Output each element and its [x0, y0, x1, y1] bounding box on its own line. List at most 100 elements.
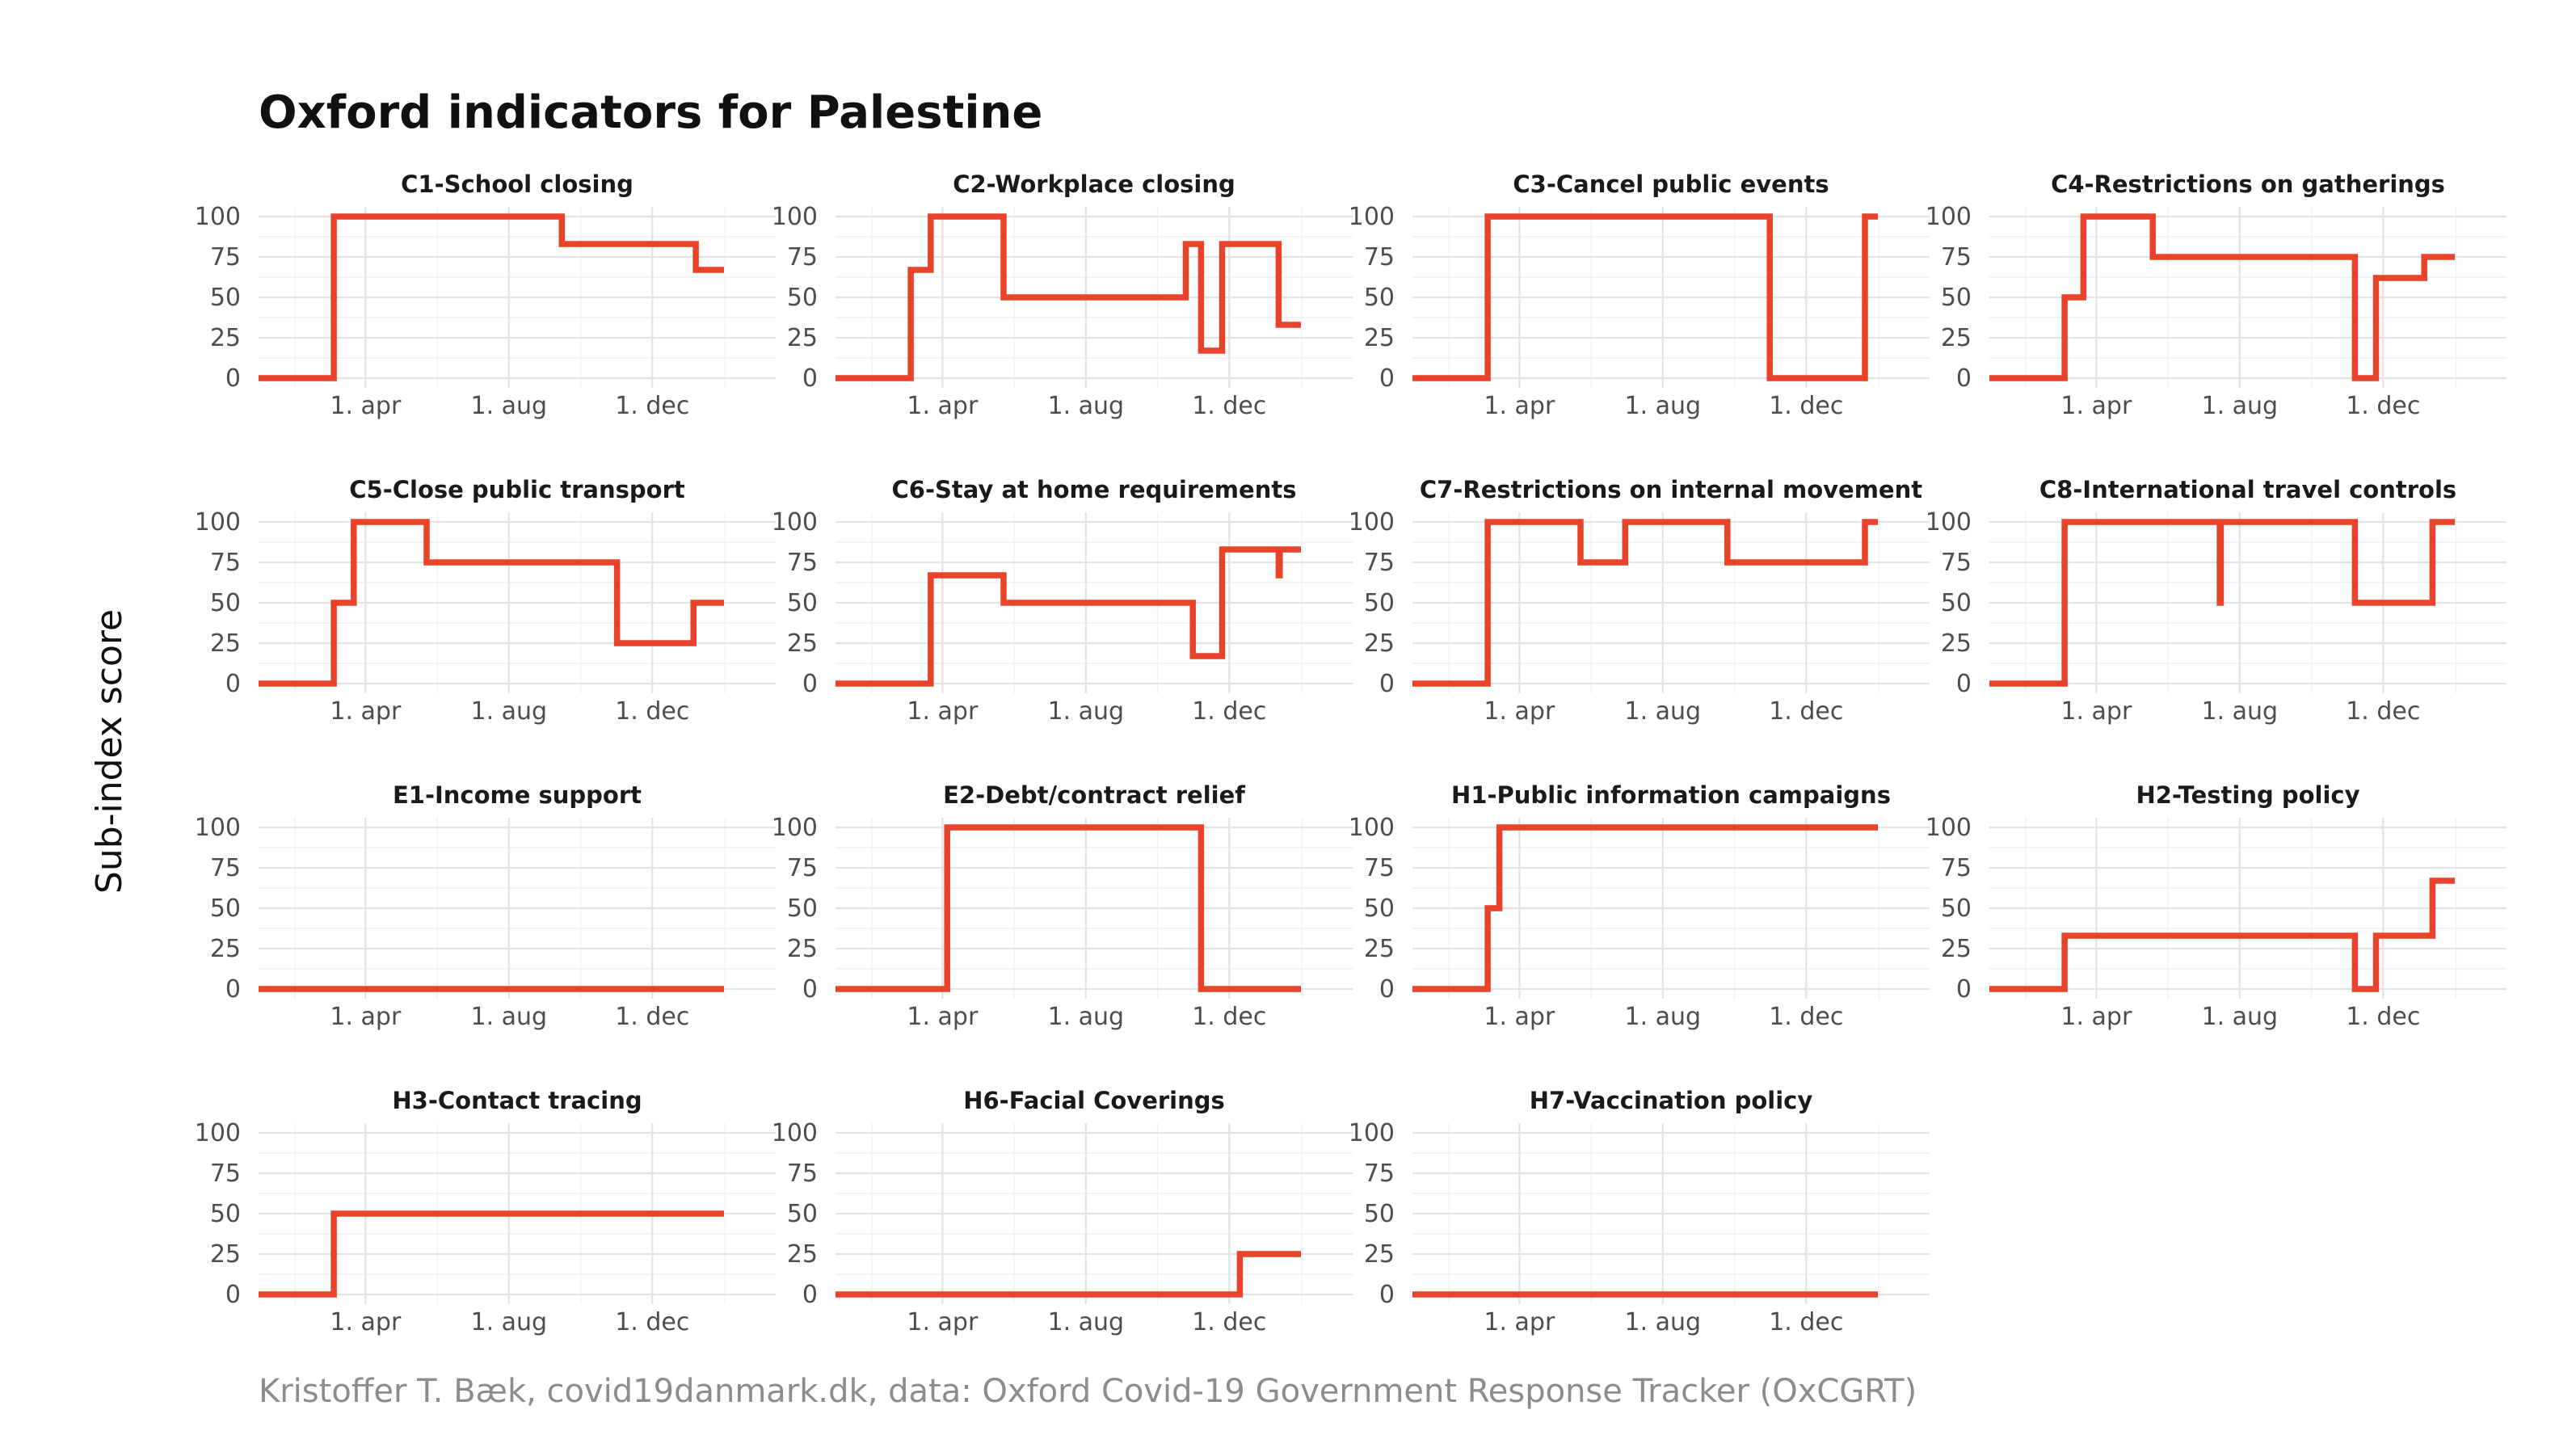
y-tick-label: 25 — [210, 324, 241, 352]
facet-panel: C3-Cancel public events 0 25 50 75 100 1. apr 1… — [1349, 170, 1930, 420]
y-tick-label: 100 — [195, 1119, 241, 1147]
series-line — [259, 213, 724, 381]
series-line — [1989, 519, 2455, 687]
x-tick-label: 1. apr — [907, 697, 979, 726]
y-tick-label: 50 — [1364, 894, 1395, 923]
y-tick-label: 75 — [210, 854, 241, 882]
y-tick-label: 75 — [787, 549, 818, 577]
y-tick-label: 50 — [1364, 589, 1395, 617]
x-tick-label: 1. dec — [1769, 697, 1843, 726]
panel-title: C3-Cancel public events — [1513, 170, 1829, 198]
y-tick-label: 50 — [210, 284, 241, 312]
y-axis-label: Sub-index score — [89, 609, 130, 894]
y-tick-label: 0 — [225, 1281, 241, 1309]
y-tick-label: 50 — [1364, 1200, 1395, 1228]
panel-title: H2-Testing policy — [2136, 781, 2359, 809]
y-tick-label: 75 — [210, 243, 241, 271]
x-tick-label: 1. aug — [1625, 697, 1702, 726]
panel-title: C5-Close public transport — [349, 476, 685, 503]
x-tick-label: 1. aug — [1625, 392, 1702, 420]
y-tick-label: 0 — [1379, 1281, 1395, 1309]
x-tick-label: 1. aug — [1625, 1003, 1702, 1031]
facet-panel: H3-Contact tracing 0 25 50 75 100 1. apr 1. aug… — [195, 1087, 776, 1336]
y-tick-label: 100 — [772, 508, 818, 537]
facet-panel: C7-Restrictions on internal movement 0 25 5… — [1349, 476, 1930, 726]
series-line — [836, 1251, 1301, 1298]
x-tick-label: 1. apr — [2060, 1003, 2132, 1031]
series-line — [1412, 213, 1878, 381]
y-tick-label: 75 — [787, 243, 818, 271]
y-tick-label: 50 — [787, 894, 818, 923]
y-tick-label: 50 — [210, 894, 241, 923]
series-line — [1412, 824, 1878, 992]
facet-panel: C4-Restrictions on gatherings 0 25 50 75 100 1… — [1926, 170, 2507, 420]
y-tick-label: 100 — [1349, 1119, 1395, 1147]
x-tick-label: 1. dec — [2346, 392, 2420, 420]
facet-panel: C1-School closing 0 25 50 75 100 1. apr 1. aug 1… — [195, 170, 776, 420]
x-tick-label: 1. aug — [2202, 392, 2279, 420]
y-tick-label: 100 — [1349, 203, 1395, 231]
x-tick-label: 1. dec — [2346, 1003, 2420, 1031]
y-tick-label: 50 — [787, 1200, 818, 1228]
panel-title: C8-International travel controls — [2039, 476, 2456, 503]
facet-panel: H1-Public information campaigns 0 25 50 75 10… — [1349, 781, 1930, 1031]
x-tick-label: 1. dec — [1192, 392, 1266, 420]
series-line — [836, 824, 1301, 992]
x-tick-label: 1. apr — [330, 697, 402, 726]
y-tick-label: 100 — [1926, 814, 1972, 842]
facet-panel: C6-Stay at home requirements 0 25 50 75 100 1.… — [772, 476, 1353, 726]
y-tick-label: 75 — [1364, 1160, 1395, 1188]
y-tick-label: 25 — [1941, 935, 1972, 963]
x-tick-label: 1. aug — [2202, 1003, 2279, 1031]
panel-title: C4-Restrictions on gatherings — [2051, 170, 2445, 198]
facet-panel: E2-Debt/contract relief 0 25 50 75 100 1. apr 1… — [772, 781, 1353, 1031]
y-tick-label: 0 — [1956, 975, 1972, 1004]
x-tick-label: 1. aug — [1625, 1308, 1702, 1336]
facet-panel: H7-Vaccination policy 0 25 50 75 100 1. apr 1. … — [1349, 1087, 1930, 1336]
y-tick-label: 0 — [802, 670, 818, 698]
x-tick-label: 1. dec — [1192, 1003, 1266, 1031]
y-tick-label: 0 — [225, 975, 241, 1004]
x-tick-label: 1. apr — [1484, 1003, 1555, 1031]
y-tick-label: 75 — [1364, 549, 1395, 577]
y-tick-label: 0 — [1956, 670, 1972, 698]
x-tick-label: 1. dec — [1769, 392, 1843, 420]
y-tick-label: 25 — [210, 1240, 241, 1269]
y-tick-label: 100 — [772, 814, 818, 842]
y-tick-label: 25 — [787, 324, 818, 352]
y-tick-label: 50 — [1364, 284, 1395, 312]
x-tick-label: 1. dec — [1192, 1308, 1266, 1336]
y-tick-label: 75 — [1941, 549, 1972, 577]
y-tick-label: 50 — [1941, 284, 1972, 312]
series-line — [1989, 213, 2455, 381]
series-line — [836, 213, 1301, 381]
panel-title: E2-Debt/contract relief — [943, 781, 1245, 809]
y-tick-label: 75 — [210, 1160, 241, 1188]
x-tick-label: 1. aug — [1048, 392, 1125, 420]
y-tick-label: 75 — [1941, 854, 1972, 882]
y-tick-label: 25 — [787, 629, 818, 658]
y-tick-label: 100 — [772, 203, 818, 231]
x-tick-label: 1. apr — [2060, 392, 2132, 420]
x-tick-label: 1. dec — [615, 1308, 689, 1336]
facet-panel: H6-Facial Coverings 0 25 50 75 100 1. apr 1. au… — [772, 1087, 1353, 1336]
chart-title: Oxford indicators for Palestine — [259, 86, 1042, 139]
panel-title: C7-Restrictions on internal movement — [1420, 476, 1922, 503]
panel-title: H6-Facial Coverings — [963, 1087, 1225, 1114]
y-tick-label: 0 — [1379, 364, 1395, 393]
y-tick-label: 25 — [1364, 324, 1395, 352]
y-tick-label: 100 — [1926, 508, 1972, 537]
facet-panel: E1-Income support 0 25 50 75 100 1. apr 1. aug 1… — [195, 781, 776, 1031]
y-tick-label: 75 — [787, 1160, 818, 1188]
x-tick-label: 1. dec — [615, 697, 689, 726]
facet-panel: C5-Close public transport 0 25 50 75 100 1. ap… — [195, 476, 776, 726]
x-tick-label: 1. dec — [615, 392, 689, 420]
y-tick-label: 25 — [1941, 324, 1972, 352]
y-tick-label: 50 — [210, 589, 241, 617]
y-tick-label: 0 — [1379, 975, 1395, 1004]
y-tick-label: 75 — [1941, 243, 1972, 271]
y-tick-label: 100 — [1349, 508, 1395, 537]
y-tick-label: 25 — [210, 935, 241, 963]
y-tick-label: 0 — [1379, 670, 1395, 698]
